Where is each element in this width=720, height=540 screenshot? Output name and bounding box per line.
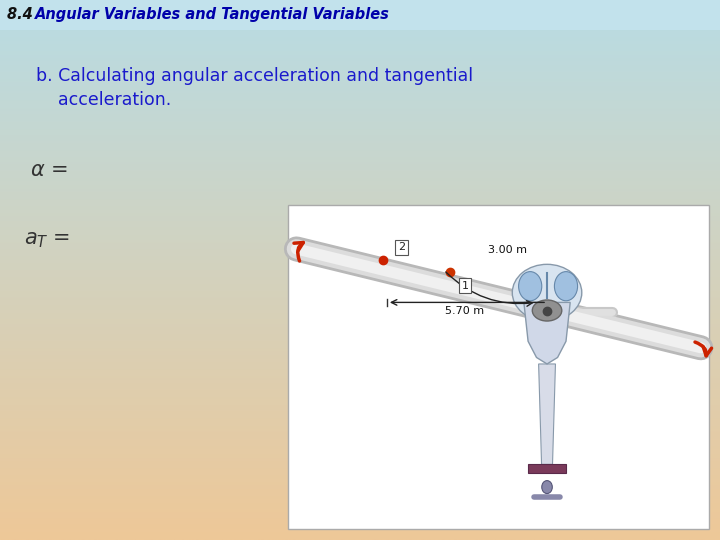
Text: 1: 1 xyxy=(462,281,469,291)
Ellipse shape xyxy=(554,272,577,301)
Text: b. Calculating angular acceleration and tangential: b. Calculating angular acceleration and … xyxy=(36,66,473,85)
Bar xyxy=(0,0,720,30)
Text: $\alpha$ =: $\alpha$ = xyxy=(30,160,68,180)
Text: acceleration.: acceleration. xyxy=(36,91,171,109)
Text: 2: 2 xyxy=(398,242,405,252)
Text: $a_T$ =: $a_T$ = xyxy=(24,230,70,251)
Polygon shape xyxy=(539,364,555,464)
Polygon shape xyxy=(524,302,570,364)
Ellipse shape xyxy=(513,264,582,321)
Ellipse shape xyxy=(532,300,562,321)
Polygon shape xyxy=(528,464,566,472)
Text: 8.4: 8.4 xyxy=(7,8,38,22)
Text: Angular Variables and Tangential Variables: Angular Variables and Tangential Variabl… xyxy=(35,8,390,22)
Bar xyxy=(288,205,709,529)
Ellipse shape xyxy=(541,481,552,494)
Ellipse shape xyxy=(518,272,541,301)
Text: 5.70 m: 5.70 m xyxy=(446,307,485,316)
Text: 3.00 m: 3.00 m xyxy=(487,245,526,255)
